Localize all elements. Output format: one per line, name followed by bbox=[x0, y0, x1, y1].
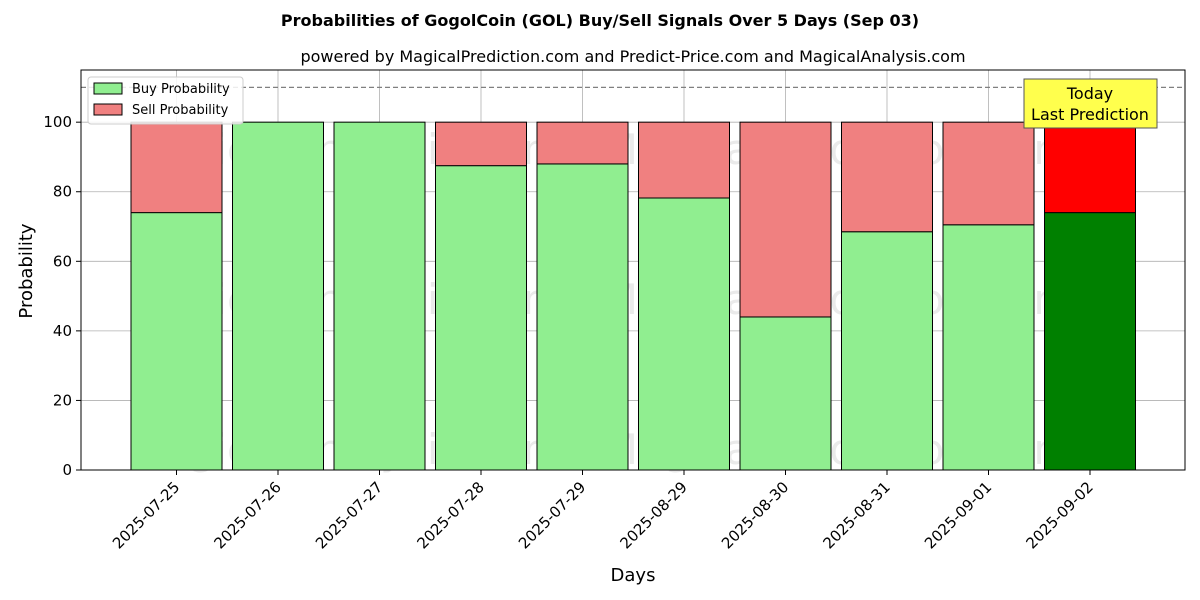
x-tick-label: 2025-09-01 bbox=[921, 478, 995, 552]
today-annotation: Today Last Prediction bbox=[1023, 78, 1158, 129]
bar-sell bbox=[435, 121, 527, 167]
x-tick-label: 2025-07-27 bbox=[312, 478, 386, 552]
bar-sell bbox=[1044, 121, 1136, 214]
bar-buy bbox=[333, 121, 426, 471]
bar-sell bbox=[841, 121, 933, 233]
chart-title: Probabilities of GogolCoin (GOL) Buy/Sel… bbox=[281, 11, 919, 30]
x-tick-label: 2025-08-31 bbox=[819, 478, 893, 552]
bar-buy bbox=[942, 224, 1035, 471]
legend-box bbox=[87, 76, 244, 125]
bar-sell bbox=[942, 121, 1035, 226]
y-tick-label: 20 bbox=[53, 391, 72, 409]
x-tick-label: 2025-07-25 bbox=[109, 478, 183, 552]
x-axis-label: Days bbox=[611, 565, 656, 586]
y-tick-label: 40 bbox=[53, 322, 72, 340]
bar-buy bbox=[536, 163, 629, 471]
y-tick-label: 80 bbox=[53, 183, 72, 201]
y-axis-label: Probability bbox=[16, 223, 37, 318]
legend-label-buy: Buy Probability bbox=[132, 82, 230, 97]
y-tick-label: 60 bbox=[53, 252, 72, 270]
bar-buy bbox=[232, 121, 324, 471]
x-tick-label: 2025-09-02 bbox=[1022, 478, 1096, 552]
bar-buy bbox=[1044, 212, 1136, 471]
x-tick-label: 2025-07-28 bbox=[413, 478, 487, 552]
bar-sell bbox=[536, 121, 629, 165]
legend-label-sell: Sell Probability bbox=[132, 103, 229, 118]
x-tick-label: 2025-08-29 bbox=[616, 478, 690, 552]
x-tick-label: 2025-07-26 bbox=[210, 478, 284, 552]
chart-subtitle: powered by MagicalPrediction.com and Pre… bbox=[300, 47, 965, 66]
bar-buy bbox=[841, 231, 933, 471]
bar-sell bbox=[638, 121, 730, 199]
bar-sell bbox=[739, 121, 832, 318]
y-tick-label: 100 bbox=[43, 113, 72, 131]
annotation-line1: Today bbox=[1066, 84, 1113, 103]
bar-buy bbox=[739, 316, 832, 471]
bar-buy bbox=[435, 165, 527, 471]
legend: Buy Probability Sell Probability bbox=[87, 76, 244, 125]
x-tick-label: 2025-08-30 bbox=[718, 478, 792, 552]
legend-swatch-buy bbox=[93, 82, 123, 95]
x-tick-label: 2025-07-29 bbox=[515, 478, 589, 552]
legend-swatch-sell bbox=[93, 103, 123, 116]
y-tick-label: 0 bbox=[62, 461, 72, 479]
annotation-line2: Last Prediction bbox=[1031, 105, 1149, 124]
plot-frame bbox=[80, 69, 1186, 471]
annotation-box bbox=[1023, 78, 1158, 129]
bar-buy bbox=[130, 212, 223, 471]
bar-sell bbox=[130, 121, 223, 214]
bar-buy bbox=[638, 197, 730, 471]
